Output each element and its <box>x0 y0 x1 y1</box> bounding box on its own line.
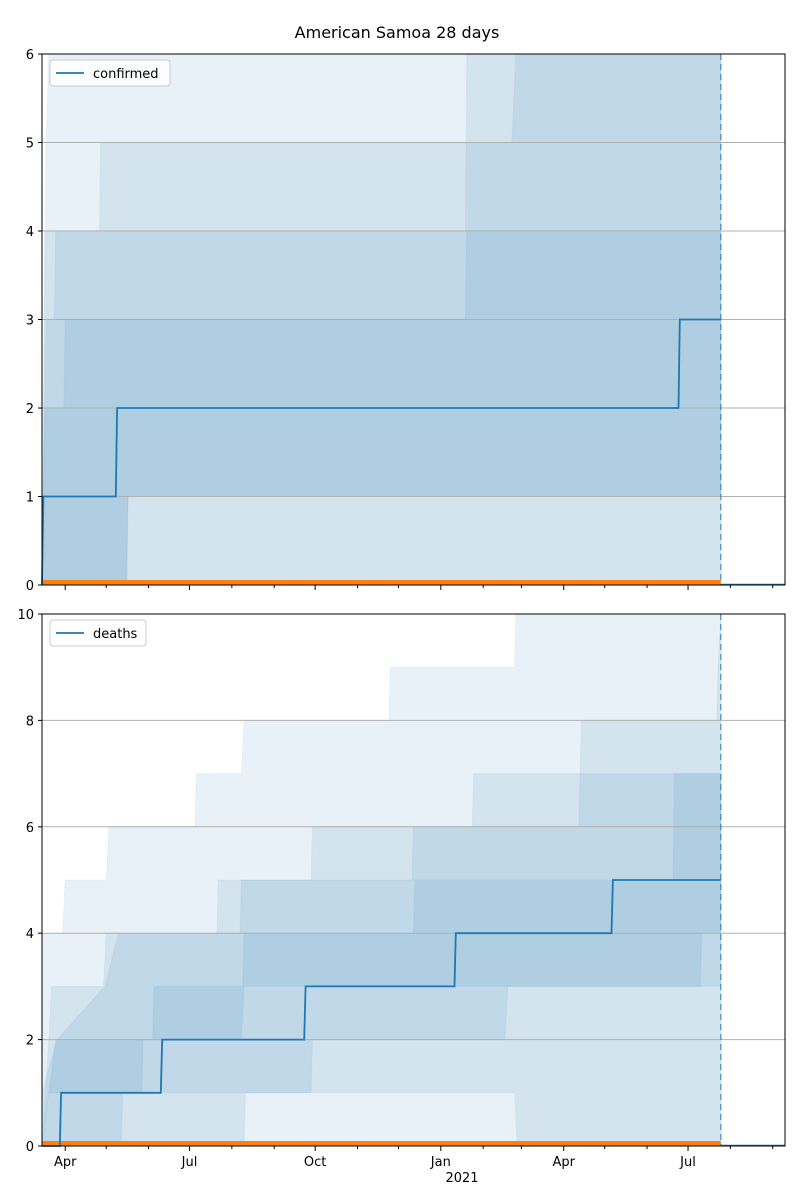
legend: confirmed <box>49 59 171 87</box>
legend-label: confirmed <box>93 67 159 82</box>
legend-label: deaths <box>93 627 138 642</box>
y-tick-label: 2 <box>26 402 34 417</box>
legend: deaths <box>49 619 147 647</box>
y-tick-label: 0 <box>26 579 34 594</box>
x-year-label: 2021 <box>445 1171 478 1186</box>
y-tick-label: 6 <box>26 821 34 836</box>
series-line-confirmed <box>41 318 721 586</box>
series-line-deaths <box>42 879 721 1147</box>
uncertainty-band-2 <box>41 773 722 1147</box>
x-tick-label: Apr <box>552 1155 575 1170</box>
figure-title: American Samoa 28 days <box>295 23 500 42</box>
confirmed-panel: 0 1 2 3 4 5 6 confirmed <box>26 48 786 594</box>
y-tick-label: 2 <box>26 1034 34 1049</box>
x-tick-label: Jan <box>430 1155 451 1170</box>
deaths-panel: 0 2 4 6 8 10 Apr Jul Oct Jan Apr Jul deaths <box>17 608 786 1170</box>
y-tick-label: 10 <box>17 608 34 623</box>
legend-box <box>49 619 147 647</box>
y-tick-label: 4 <box>26 225 34 240</box>
y-tick-label: 6 <box>26 48 34 63</box>
y-tick-label: 1 <box>26 491 34 506</box>
legend-box <box>49 59 171 87</box>
x-tick-label: Jul <box>181 1155 198 1170</box>
axes-frame <box>41 613 786 1147</box>
y-tick-label: 0 <box>26 1140 34 1155</box>
x-tick-label: Apr <box>54 1155 77 1170</box>
x-tick-label: Jul <box>679 1155 696 1170</box>
y-tick-label: 4 <box>26 927 34 942</box>
y-tick-label: 5 <box>26 137 34 152</box>
y-tick-label: 3 <box>26 314 34 329</box>
x-tick-label: Oct <box>304 1155 326 1170</box>
y-tick-label: 8 <box>26 714 34 729</box>
